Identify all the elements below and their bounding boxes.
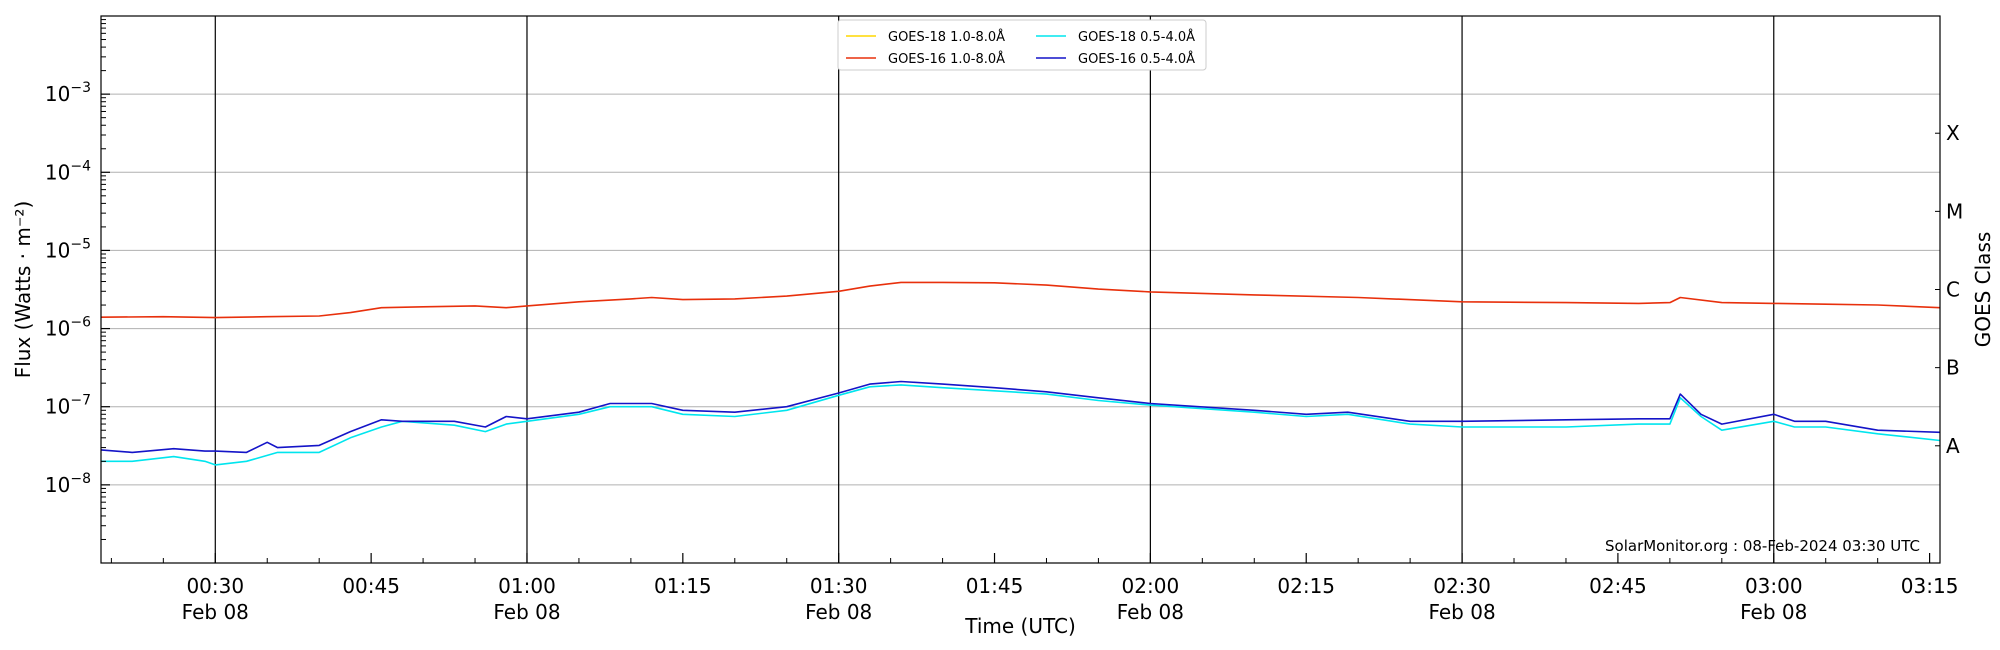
y-axis-title: Flux (Watts · m⁻²)	[11, 201, 35, 379]
credit-text: SolarMonitor.org : 08-Feb-2024 03:30 UTC	[1605, 537, 1920, 555]
x-tick-label: 01:00	[498, 574, 556, 598]
x-tick-label: 01:30	[810, 574, 868, 598]
y-axis: 10−3 10−4 10−5 10−6 10−7 10−8	[45, 19, 110, 540]
x-tick-date-label: Feb 08	[493, 600, 560, 624]
goes-class-label: B	[1946, 356, 1960, 380]
x-tick-label: 00:45	[342, 574, 400, 598]
goes-class-title: GOES Class	[1971, 232, 1995, 348]
legend-label: GOES-16 1.0-8.0Å	[888, 51, 1005, 67]
x-tick-label: 02:45	[1589, 574, 1647, 598]
x-tick-label: 01:45	[966, 574, 1024, 598]
legend-label: GOES-16 0.5-4.0Å	[1078, 51, 1195, 67]
goes-class-label: M	[1946, 199, 1963, 223]
x-tick-date-label: Feb 08	[1428, 600, 1495, 624]
y-tick-label: 10−3	[45, 80, 91, 106]
y-tick-label: 10−7	[45, 393, 91, 419]
y-tick-label: 10−5	[45, 236, 91, 262]
y-tick-label: 10−6	[45, 315, 91, 341]
x-tick-date-label: Feb 08	[1117, 600, 1184, 624]
y-tick-label: 10−8	[45, 471, 91, 497]
legend-label: GOES-18 0.5-4.0Å	[1078, 29, 1195, 45]
goes-class-label: A	[1946, 434, 1960, 458]
x-axis-title: Time (UTC)	[964, 614, 1076, 638]
legend-box	[837, 19, 1207, 71]
series-line	[100, 281, 1941, 319]
goes-class-label: X	[1946, 121, 1960, 145]
x-tick-date-label: Feb 08	[182, 600, 249, 624]
x-tick-label: 02:15	[1277, 574, 1335, 598]
x-tick-label: 01:15	[654, 574, 712, 598]
series-line	[100, 380, 1941, 454]
series-layer	[100, 281, 1941, 466]
grid-layer	[101, 93, 1940, 486]
y-tick-label: 10−4	[45, 158, 91, 184]
x-tick-label: 03:00	[1745, 574, 1803, 598]
legend: GOES-18 1.0-8.0Å GOES-16 1.0-8.0Å GOES-18 …	[837, 19, 1207, 71]
x-tick-date-label: Feb 08	[1740, 600, 1807, 624]
x-tick-label: 03:15	[1901, 574, 1959, 598]
x-tick-date-label: Feb 08	[805, 600, 872, 624]
goes-class-label: C	[1946, 278, 1960, 302]
series-line	[101, 384, 1941, 466]
x-tick-label: 02:30	[1433, 574, 1491, 598]
x-tick-label: 02:00	[1122, 574, 1180, 598]
vertical-line-layer	[214, 16, 1775, 563]
goes-class-axis: X M C B A	[1935, 121, 1963, 458]
x-tick-label: 00:30	[186, 574, 244, 598]
legend-label: GOES-18 1.0-8.0Å	[888, 29, 1005, 45]
